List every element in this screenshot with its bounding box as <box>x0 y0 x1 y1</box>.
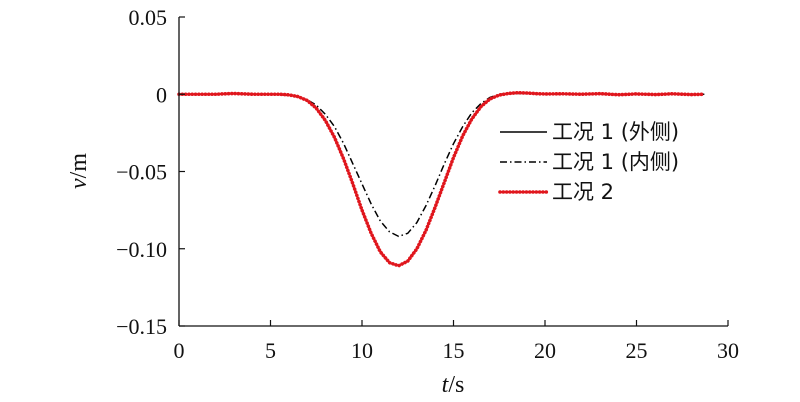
series-line-1 <box>179 91 705 267</box>
y-axis-title: v/m <box>66 153 92 189</box>
y-tick-label: −0.10 <box>116 237 167 262</box>
x-tick-label: 10 <box>351 338 373 363</box>
y-axis-variable: v <box>66 178 92 189</box>
series-line-3 <box>177 90 707 268</box>
legend-label-2: 工况 1 (内侧) <box>552 150 679 174</box>
x-tick-label: 5 <box>265 338 276 363</box>
x-tick-label: 15 <box>443 338 465 363</box>
y-tick-label: −0.05 <box>116 160 167 185</box>
x-tick-label: 25 <box>626 338 648 363</box>
y-tick-label: −0.15 <box>116 314 167 339</box>
legend: 工况 1 (外侧) 工况 1 (内侧) 工况 2 <box>498 120 679 204</box>
legend-label-1: 工况 1 (外侧) <box>552 120 679 144</box>
x-tick-label: 30 <box>717 338 739 363</box>
x-axis-title: t/s <box>442 372 465 398</box>
y-tick-label: 0.05 <box>129 5 168 30</box>
legend-label-3: 工况 2 <box>552 180 614 204</box>
x-axis-unit: /s <box>448 372 464 398</box>
y-axis-unit: /m <box>66 153 92 179</box>
plot-series-group <box>177 90 707 268</box>
x-axis-variable: t <box>442 372 450 398</box>
x-tick-label: 20 <box>534 338 556 363</box>
x-tick-label: 0 <box>174 338 185 363</box>
ticks-group: 0.05 0 −0.05 −0.10 −0.15 0 5 10 15 20 25 30 <box>116 5 739 363</box>
y-tick-label: 0 <box>156 82 167 107</box>
